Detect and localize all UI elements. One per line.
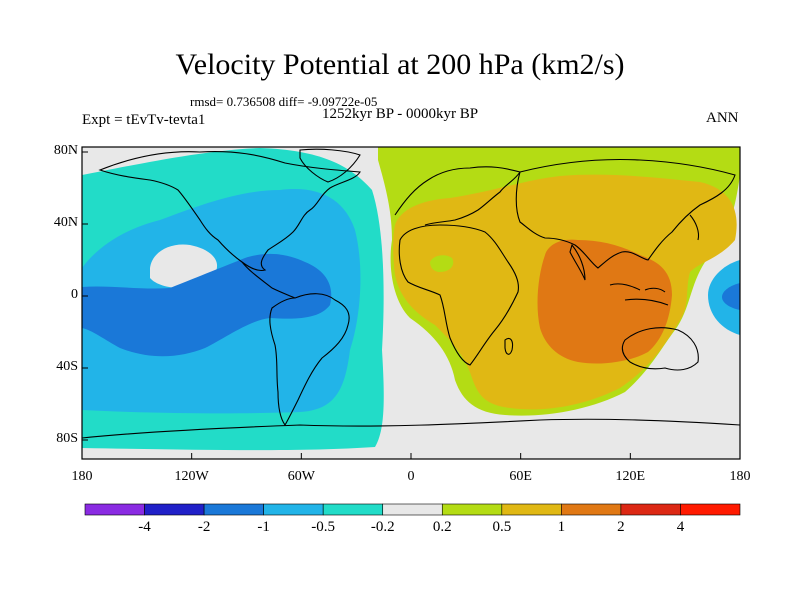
lat-tick-label: 0 <box>71 287 78 302</box>
colorbar-segment <box>561 503 622 516</box>
south-america-coast <box>269 293 350 427</box>
africa-coast <box>398 224 519 366</box>
colorbar-label: 0.5 <box>492 519 512 535</box>
colorbar-segment <box>144 503 205 516</box>
contour-field <box>82 147 740 459</box>
colorbar-segment <box>620 503 681 516</box>
colorbar-label: -2 <box>197 519 211 535</box>
colorbar-segment <box>680 503 741 516</box>
lon-tick-label: 120W <box>174 469 209 484</box>
experiment-label: Expt = tEvTv-tevta1 <box>82 112 206 128</box>
colorbar-segment <box>263 503 324 516</box>
colorbar <box>84 503 741 516</box>
latitude-tick-marks <box>82 151 88 441</box>
asia-coast <box>515 158 736 269</box>
colorbar-segment <box>441 503 503 516</box>
colorbar-label: -4 <box>138 519 151 535</box>
southeast-asia-islands <box>609 283 669 306</box>
colorbar-label: 1 <box>557 519 566 535</box>
colorbar-segment <box>501 503 562 516</box>
colorbar-label: -0.5 <box>311 519 336 535</box>
season-label: ANN <box>706 110 739 126</box>
australia-coast <box>621 327 699 371</box>
longitude-tick-marks <box>81 453 741 459</box>
lon-tick-label: 180 <box>729 469 751 484</box>
map-title: Velocity Potential at 200 hPa (km2/s) <box>175 48 625 81</box>
lon-tick-label: 60W <box>287 469 315 484</box>
colorbar-segment <box>322 503 384 516</box>
colorbar-label: 0.2 <box>432 519 452 535</box>
colorbar-label: 2 <box>617 519 625 535</box>
colorbar-segment <box>382 503 443 516</box>
coastlines <box>82 148 740 439</box>
lon-tick-label: 180 <box>71 469 93 484</box>
region-negative-1-east-edge <box>722 283 740 310</box>
stats-line: rmsd= 0.736508 diff= -9.09722e-05 <box>190 94 378 109</box>
colorbar-label: -0.2 <box>370 519 395 535</box>
madagascar-coast <box>504 337 514 355</box>
lon-tick-label: 0 <box>407 469 415 484</box>
region-near-zero-africa <box>430 255 454 272</box>
europe-coast <box>394 166 521 226</box>
colorbar-segment <box>203 503 264 516</box>
lon-tick-label: 120E <box>615 469 646 484</box>
lat-tick-label: 80N <box>53 143 78 158</box>
lat-tick-label: 40N <box>53 215 78 230</box>
north-america-coast <box>98 151 361 272</box>
central-america-coast <box>241 261 296 299</box>
antarctica-coast <box>82 418 740 439</box>
colorbar-label: 4 <box>676 519 685 535</box>
colorbar-segment <box>84 503 145 516</box>
india-coast <box>569 243 586 281</box>
period-label: 1252kyr BP - 0000kyr BP <box>322 106 479 122</box>
colorbar-label: -1 <box>257 519 270 535</box>
lat-tick-label: 40S <box>56 359 78 374</box>
lon-tick-label: 60E <box>509 469 532 484</box>
greenland-coast <box>299 148 361 183</box>
lat-tick-label: 80S <box>56 431 78 446</box>
region-negative-1 <box>82 253 332 357</box>
japan-coast <box>689 214 700 241</box>
